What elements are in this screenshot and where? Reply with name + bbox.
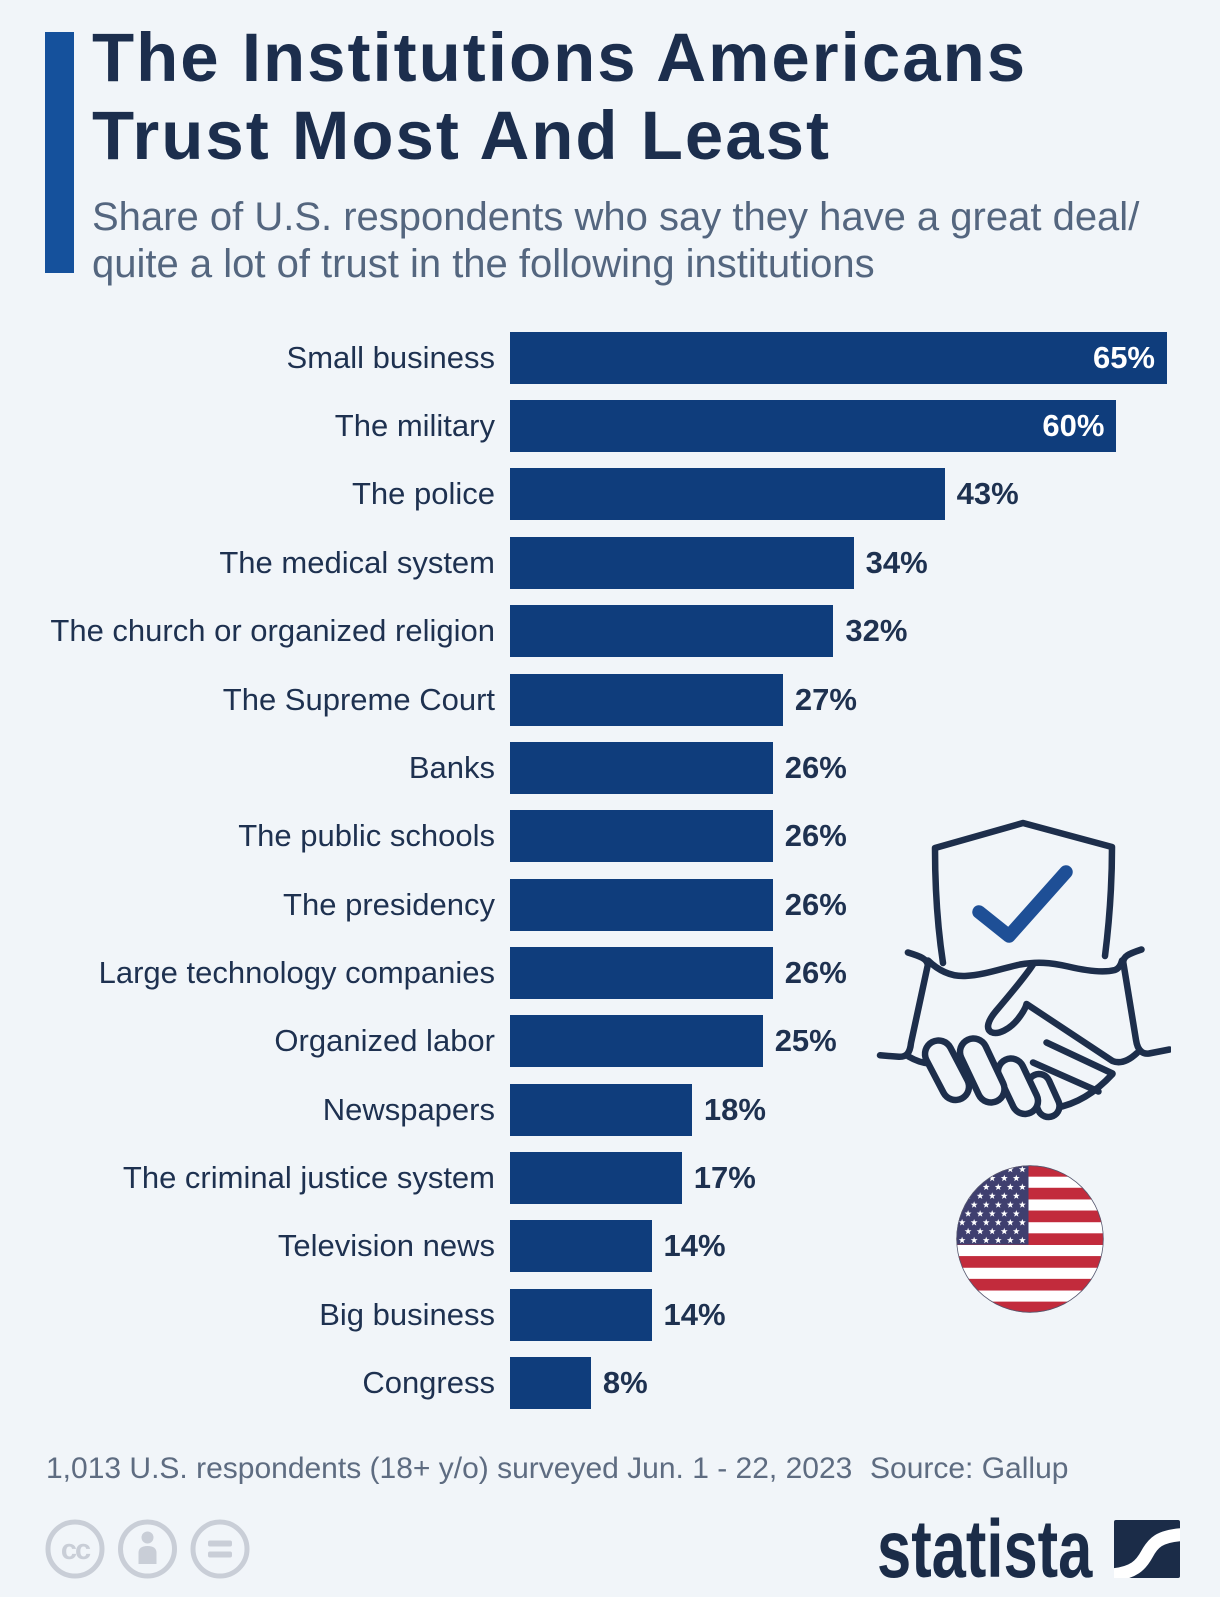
svg-text:cc: cc <box>61 1534 91 1566</box>
